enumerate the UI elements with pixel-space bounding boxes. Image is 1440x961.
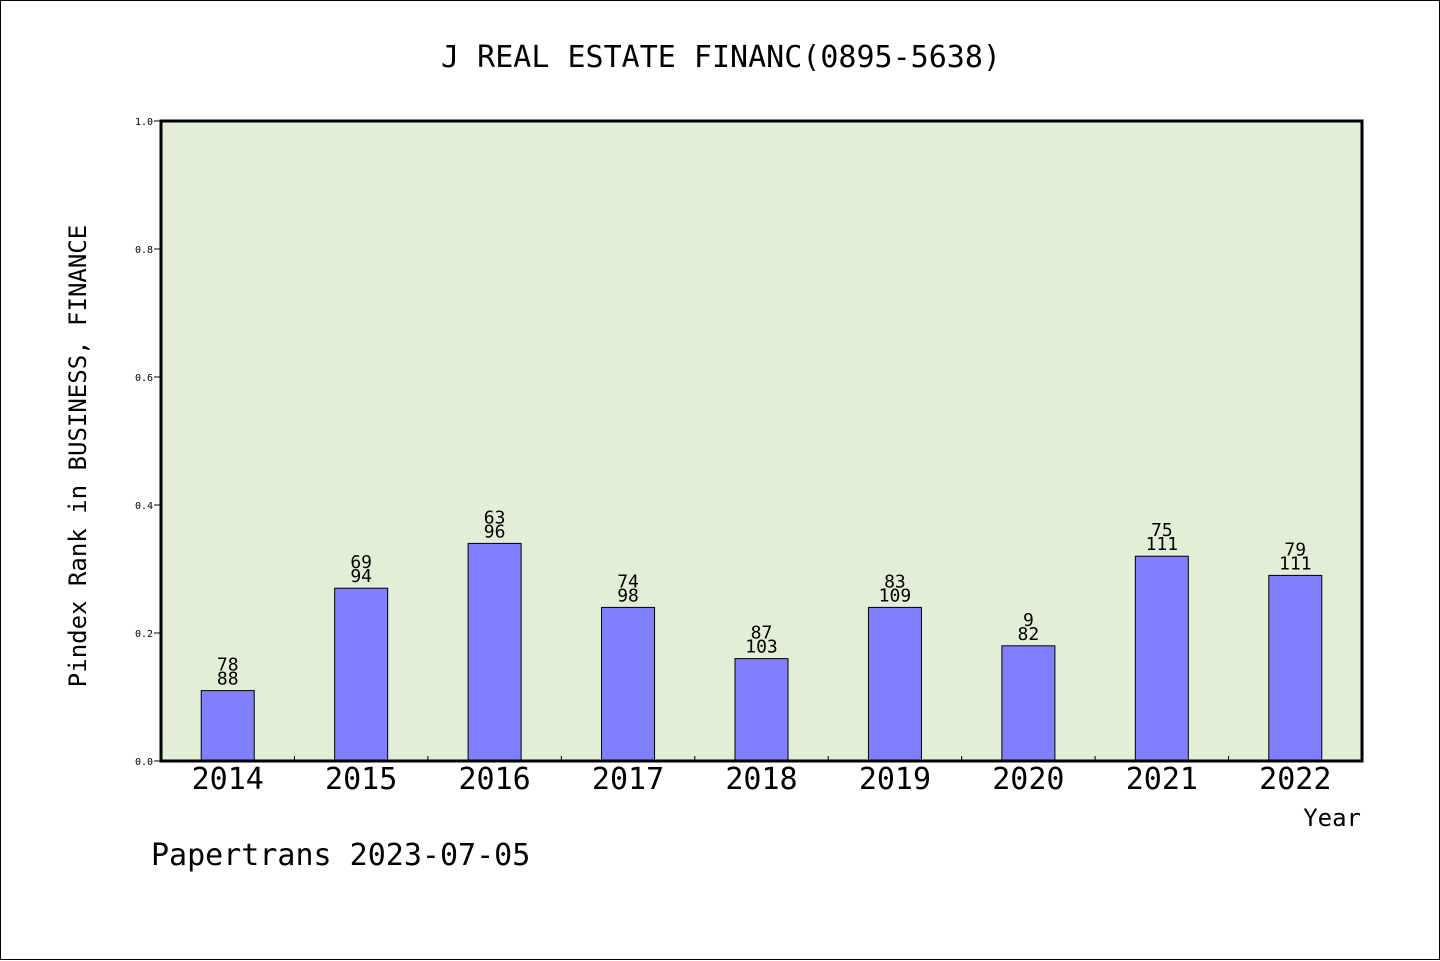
x-tick-label: 2017	[592, 762, 664, 797]
bars-group	[200, 542, 1323, 762]
y-axis-label: Pindex Rank in BUSINESS, FINANCE	[64, 225, 92, 687]
plot-border	[159, 119, 1364, 763]
bar-2018	[734, 658, 789, 762]
y-axis: 0.0 0.2 0.4 0.6 0.8 1.0	[135, 117, 161, 768]
bar-label-bottom: 88	[217, 669, 239, 690]
x-tick-label: 2022	[1259, 762, 1331, 797]
y-tick-label: 0.6	[135, 373, 153, 384]
bar-label-bottom: 96	[484, 521, 506, 542]
bar-label-bottom: 109	[879, 585, 912, 606]
bar-2015	[334, 587, 389, 762]
bar-label-bottom: 103	[745, 637, 778, 658]
y-tick-label: 1.0	[135, 117, 153, 128]
bar-2020	[1001, 645, 1056, 762]
y-tick-label: 0.8	[135, 245, 153, 256]
x-tick-label: 2020	[992, 762, 1064, 797]
y-tick-label: 0.2	[135, 629, 153, 640]
bar-2022	[1268, 574, 1323, 762]
bar-label-top: 78	[217, 655, 239, 676]
bar-label-top: 74	[617, 571, 639, 592]
y-tick-label: 0.0	[135, 757, 153, 768]
bar-2017	[601, 606, 656, 762]
x-tick-label: 2021	[1126, 762, 1198, 797]
bar-label-top: 69	[350, 552, 372, 573]
bar-label-bottom: 111	[1146, 534, 1179, 555]
footer-credit: Papertrans 2023-07-05	[151, 838, 530, 873]
bar-label-bottom: 94	[350, 566, 372, 587]
x-tick-label: 2019	[859, 762, 931, 797]
bar-label-bottom: 82	[1018, 624, 1040, 645]
bar-label-top: 79	[1284, 539, 1306, 560]
y-tick-label: 0.4	[135, 501, 153, 512]
bar-label-top: 83	[884, 571, 906, 592]
bar-label-top: 63	[484, 507, 506, 528]
bar-2019	[867, 606, 922, 762]
chart-title: J REAL ESTATE FINANC(0895-5638)	[441, 40, 1001, 75]
bar-2014	[200, 690, 255, 762]
x-tick-label: 2016	[458, 762, 530, 797]
bar-2021	[1134, 555, 1189, 762]
bar-2016	[467, 542, 522, 762]
x-tick-label: 2014	[192, 762, 264, 797]
x-tick-label: 2015	[325, 762, 397, 797]
bar-label-top: 75	[1151, 520, 1173, 541]
x-axis: 2014 2015 2016 2017 2018 2019 2020 2021 2022	[192, 756, 1331, 797]
bar-label-bottom: 111	[1279, 553, 1312, 574]
bar-label-top: 87	[751, 623, 773, 644]
bar-label-top: 9	[1023, 610, 1034, 631]
x-axis-label: Year	[1303, 804, 1361, 832]
x-tick-label: 2018	[725, 762, 797, 797]
bar-label-bottom: 98	[617, 585, 639, 606]
